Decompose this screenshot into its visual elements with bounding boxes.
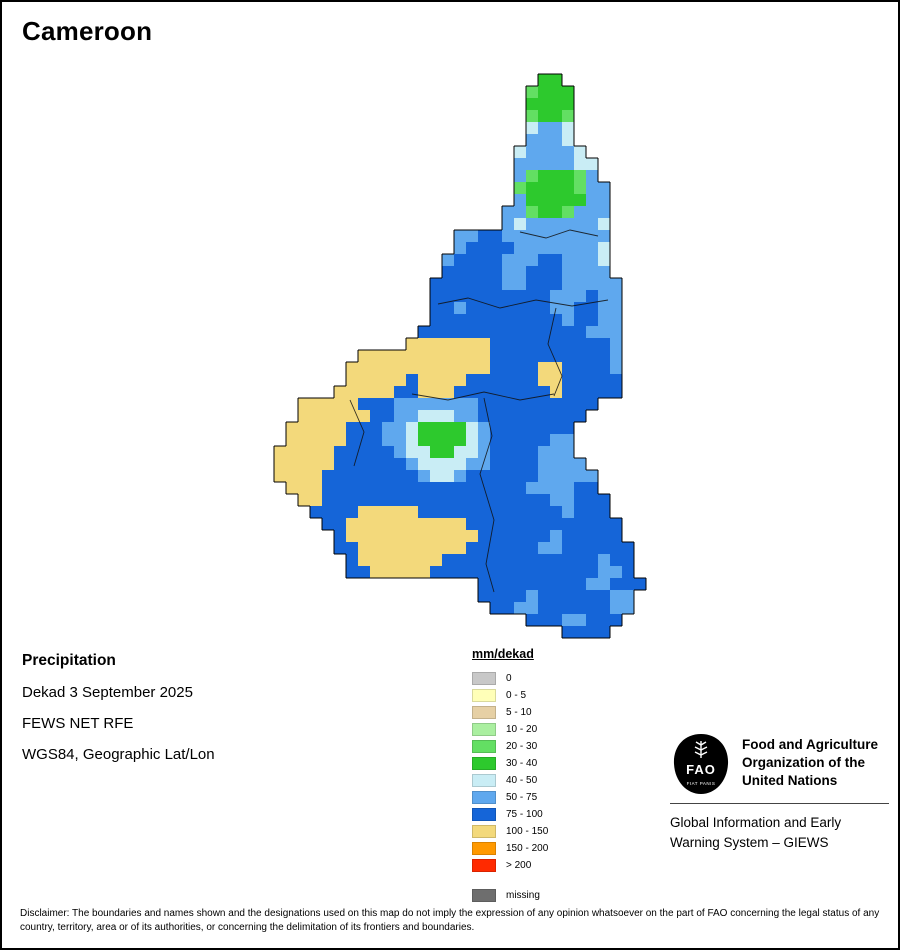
legend-swatch	[472, 825, 496, 838]
legend-swatch	[472, 706, 496, 719]
legend-item-label: missing	[506, 890, 540, 901]
fao-block: FAO FIAT PANIS Food and Agriculture Orga…	[670, 733, 878, 795]
legend-swatch	[472, 774, 496, 787]
legend-swatch	[472, 757, 496, 770]
fao-logo-text: FAO	[686, 762, 716, 777]
legend-swatch	[472, 889, 496, 902]
legend-item: 0	[472, 670, 548, 687]
legend-item-label: 10 - 20	[506, 724, 538, 735]
fao-org-name-line: Food and Agriculture	[742, 737, 878, 752]
fao-logo: FAO FIAT PANIS	[673, 734, 729, 794]
map-info-block: Precipitation Dekad 3 September 2025 FEW…	[22, 652, 215, 763]
legend-swatch	[472, 791, 496, 804]
legend-item: 150 - 200	[472, 840, 548, 857]
legend-item: 75 - 100	[472, 806, 548, 823]
giews-label: Global Information and Early Warning Sys…	[670, 813, 841, 854]
fao-org-name-line: United Nations	[742, 772, 838, 788]
legend-item-label: 100 - 150	[506, 826, 549, 837]
legend-item: 10 - 20	[472, 721, 548, 738]
legend-swatch	[472, 808, 496, 821]
legend: mm/dekad 0 0 - 5 5 - 10 10 - 20 20 - 30 30 - …	[472, 647, 548, 904]
projection-label: WGS84, Geographic Lat/Lon	[22, 746, 215, 763]
legend-swatch	[472, 859, 496, 872]
legend-item: 40 - 50	[472, 772, 548, 789]
fao-logo-motto: FIAT PANIS	[687, 781, 716, 786]
map-title: Cameroon	[22, 16, 153, 46]
legend-item: 0 - 5	[472, 687, 548, 704]
disclaimer-text: Disclaimer: The boundaries and names sho…	[20, 908, 880, 934]
fao-org-name: Food and Agriculture Organization of the…	[742, 733, 878, 789]
legend-item-label: 50 - 75	[506, 792, 538, 803]
legend-item: 5 - 10	[472, 704, 548, 721]
legend-item: missing	[472, 887, 548, 904]
legend-item-label: 0	[506, 673, 512, 684]
legend-title: mm/dekad	[472, 647, 534, 661]
country-outline	[273, 73, 647, 639]
fao-org-name-line: Organization of the	[742, 754, 865, 770]
footer-divider	[670, 803, 889, 804]
data-source-label: FEWS NET RFE	[22, 715, 134, 732]
legend-item: 30 - 40	[472, 755, 548, 772]
legend-item: 50 - 75	[472, 789, 548, 806]
layer-name: Precipitation	[22, 652, 116, 669]
legend-item-label: 30 - 40	[506, 758, 538, 769]
admin-borders	[349, 229, 609, 593]
legend-swatch	[472, 740, 496, 753]
legend-item-label: 5 - 10	[506, 707, 532, 718]
legend-item-label: 0 - 5	[506, 690, 527, 701]
legend-item-label: 40 - 50	[506, 775, 538, 786]
dekad-label: Dekad 3 September 2025	[22, 684, 193, 701]
legend-item-label: 150 - 200	[506, 843, 549, 854]
legend-swatch	[472, 672, 496, 685]
legend-item-label: 75 - 100	[506, 809, 543, 820]
legend-swatch	[472, 689, 496, 702]
wheat-ear-icon	[694, 741, 708, 758]
legend-swatch	[472, 723, 496, 736]
legend-swatch	[472, 842, 496, 855]
legend-items: 0 0 - 5 5 - 10 10 - 20 20 - 30 30 - 40 40 - 50…	[472, 670, 548, 904]
map-raster	[274, 74, 646, 638]
legend-item: > 200	[472, 857, 548, 874]
legend-item-label: > 200	[506, 860, 532, 871]
giews-line: Global Information and Early	[670, 815, 842, 830]
giews-line: Warning System – GIEWS	[670, 835, 829, 851]
legend-item-label: 20 - 30	[506, 741, 538, 752]
legend-item: 100 - 150	[472, 823, 548, 840]
legend-item: 20 - 30	[472, 738, 548, 755]
